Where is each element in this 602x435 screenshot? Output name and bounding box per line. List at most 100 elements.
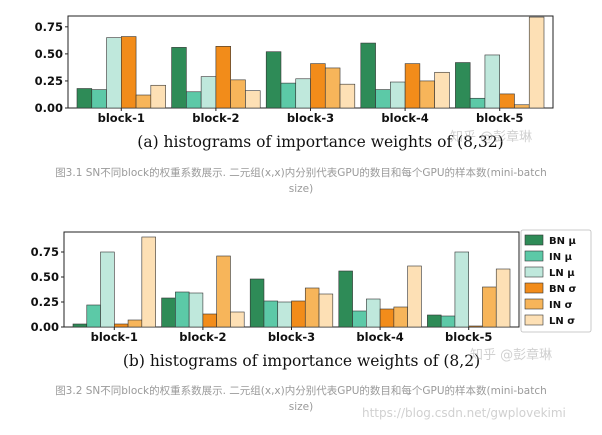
y-tick-label: 0.25 <box>35 74 63 88</box>
bar <box>338 270 353 328</box>
bar <box>200 76 217 109</box>
bar <box>171 47 187 109</box>
figure-caption-2: 图3.2 SN不同block的权重系数展示. 二元组(x,x)内分别代表GPU的… <box>0 383 602 415</box>
bar <box>352 310 367 328</box>
bar <box>215 46 231 109</box>
chart-a: 0.00 0.25 0.50 0.75 block-1 block-2 block-3 blo… <box>35 15 554 151</box>
bar <box>141 236 156 328</box>
bar <box>514 104 530 109</box>
bar <box>375 89 391 109</box>
bar <box>161 297 176 328</box>
bar <box>280 82 297 109</box>
bar <box>91 89 107 109</box>
bar <box>393 306 408 328</box>
x-tick-label: block-1 <box>98 111 145 125</box>
bar <box>360 42 376 109</box>
figure-caption-1-line1: 图3.1 SN不同block的权重系数展示. 二元组(x,x)内分别代表GPU的… <box>55 167 547 179</box>
bar <box>468 325 483 328</box>
bar <box>216 255 231 328</box>
x-tick-label: block-2 <box>192 111 239 125</box>
bar <box>277 301 292 328</box>
y-tick-label: 0.00 <box>31 320 59 334</box>
bar <box>440 315 456 328</box>
bar <box>295 78 311 109</box>
chart-title: (b) histograms of importance weights of … <box>123 352 480 370</box>
bar <box>339 83 356 109</box>
legend-swatch <box>524 250 544 262</box>
legend-swatch <box>524 266 544 278</box>
bar <box>72 323 88 328</box>
bar <box>114 323 129 328</box>
bar <box>304 287 320 328</box>
bar <box>186 91 202 109</box>
figure-caption-1: 图3.1 SN不同block的权重系数展示. 二元组(x,x)内分别代表GPU的… <box>0 165 602 197</box>
bar <box>175 291 190 328</box>
legend-label: LN σ <box>549 316 575 327</box>
bar <box>434 71 450 109</box>
bar <box>245 90 261 109</box>
x-tick-label: block-5 <box>476 111 523 125</box>
bar <box>454 251 469 328</box>
bar <box>324 67 341 109</box>
bar <box>495 268 511 328</box>
x-tick-label: block-1 <box>91 330 138 344</box>
y-tick-label: 0.50 <box>35 47 63 61</box>
bar <box>379 308 395 328</box>
bar <box>390 81 406 109</box>
figure-caption-1-line2: size) <box>288 183 314 195</box>
chart-b: 0.00 0.25 0.50 0.75 block-1 block-2 block-3 blo… <box>31 229 592 370</box>
y-tick-label: 0.25 <box>31 295 59 309</box>
bar <box>127 319 143 328</box>
x-tick-label: block-5 <box>445 330 492 344</box>
x-tick-label: block-4 <box>356 330 403 344</box>
bar <box>106 37 122 109</box>
y-tick-label: 0.75 <box>35 20 63 34</box>
bar <box>407 265 422 328</box>
bar <box>202 313 217 328</box>
watermark-csdn-url: https://blog.csdn.net/gwplovekimi <box>362 406 566 420</box>
legend-swatch <box>524 234 544 246</box>
bar <box>86 304 101 328</box>
bar <box>249 278 265 328</box>
legend-swatch <box>524 282 544 294</box>
y-tick-label: 0.75 <box>31 245 59 259</box>
bar <box>291 300 306 328</box>
legend-label: BN σ <box>549 284 576 295</box>
bar <box>188 292 204 328</box>
bar <box>135 94 152 109</box>
bar <box>366 298 381 328</box>
bar <box>404 63 421 109</box>
bar <box>121 36 137 109</box>
bar <box>263 300 279 328</box>
legend-swatch <box>524 298 544 310</box>
y-tick-label: 0.50 <box>31 270 59 284</box>
y-tick-label: 0.00 <box>35 101 63 115</box>
bar <box>230 311 245 328</box>
bar <box>469 97 486 109</box>
legend-label: LN μ <box>549 268 575 279</box>
figure-caption-2-line2: size) <box>288 401 314 413</box>
bar <box>318 293 334 328</box>
x-tick-label: block-3 <box>268 330 315 344</box>
legend-swatch <box>524 314 544 326</box>
bar <box>265 51 282 109</box>
figure-caption-2-line1: 图3.2 SN不同block的权重系数展示. 二元组(x,x)内分别代表GPU的… <box>55 385 547 397</box>
bar <box>419 80 435 109</box>
bar <box>427 314 442 328</box>
bar <box>528 16 545 109</box>
x-tick-label: block-2 <box>179 330 226 344</box>
bar <box>230 79 246 109</box>
bar <box>455 62 471 109</box>
legend-label: BN μ <box>549 236 576 247</box>
bar <box>482 286 497 328</box>
bar <box>76 88 93 109</box>
legend-label: IN μ <box>549 252 573 263</box>
watermark-zhihu-1: 知乎 @彭章琳 <box>450 130 533 145</box>
bar <box>150 84 166 109</box>
bar <box>499 93 515 109</box>
bar <box>100 251 115 328</box>
bar <box>310 63 326 109</box>
watermark-zhihu-2: 知乎 @彭章琳 <box>470 348 553 363</box>
x-tick-label: block-3 <box>287 111 334 125</box>
